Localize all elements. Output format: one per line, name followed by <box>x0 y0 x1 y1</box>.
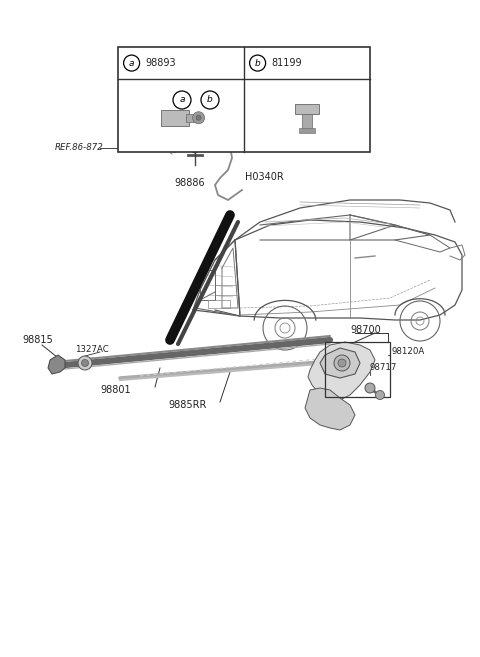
Bar <box>161 110 189 125</box>
Circle shape <box>196 115 201 120</box>
Text: 98815: 98815 <box>22 335 53 345</box>
Circle shape <box>338 359 346 367</box>
Circle shape <box>375 390 384 399</box>
Text: 81199: 81199 <box>272 58 302 68</box>
Text: 1327AC: 1327AC <box>75 346 109 355</box>
Text: a: a <box>129 58 134 68</box>
Text: H0340R: H0340R <box>245 172 284 182</box>
Text: a: a <box>179 95 185 104</box>
Text: b: b <box>255 58 261 68</box>
Polygon shape <box>320 348 360 378</box>
Text: 98886: 98886 <box>175 178 205 188</box>
Polygon shape <box>308 342 375 400</box>
Bar <box>295 104 319 114</box>
Bar <box>118 47 370 152</box>
Bar <box>186 114 201 122</box>
Polygon shape <box>48 355 65 374</box>
Circle shape <box>82 359 88 367</box>
Bar <box>299 127 314 133</box>
Text: 98717: 98717 <box>370 363 397 373</box>
Circle shape <box>365 383 375 393</box>
Circle shape <box>78 356 92 370</box>
Circle shape <box>334 355 350 371</box>
Text: 9885RR: 9885RR <box>168 400 206 410</box>
Text: 98893: 98893 <box>145 58 176 68</box>
Circle shape <box>192 112 204 124</box>
Text: REF.86-872: REF.86-872 <box>55 143 104 152</box>
Text: 98120A: 98120A <box>392 348 425 357</box>
Bar <box>301 114 312 129</box>
Bar <box>325 342 390 397</box>
Text: 98700: 98700 <box>350 325 381 335</box>
Text: b: b <box>207 95 213 104</box>
Text: 98801: 98801 <box>100 385 131 395</box>
Polygon shape <box>305 388 355 430</box>
